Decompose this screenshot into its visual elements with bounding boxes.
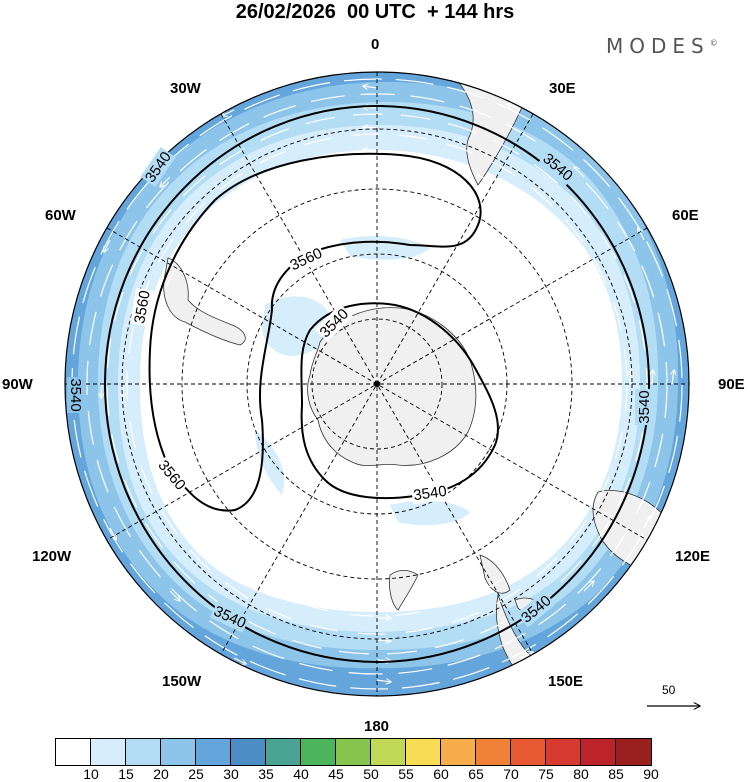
colorbar-label: 85 — [608, 766, 624, 782]
colorbar-label: 15 — [118, 766, 134, 782]
colorbar-swatch — [126, 739, 161, 765]
colorbar-label: 30 — [223, 766, 239, 782]
lon-label-0: 0 — [371, 36, 380, 53]
lon-label-150w: 150W — [162, 673, 202, 690]
colorbar-swatch — [161, 739, 196, 765]
colorbar-swatch — [581, 739, 616, 765]
colorbar-label: 50 — [363, 766, 379, 782]
contour-3560-loop — [148, 152, 482, 512]
lon-label-180: 180 — [364, 718, 390, 735]
colorbar-swatch — [476, 739, 511, 765]
colorbar-label: 90 — [643, 766, 659, 782]
lon-label-90e: 90E — [718, 376, 745, 393]
colorbar-swatch — [336, 739, 371, 765]
lon-label-30e: 30E — [549, 80, 576, 97]
south-pole-dot — [374, 381, 380, 387]
contour-label: 3540 — [412, 483, 447, 504]
lon-label-90w: 90W — [2, 376, 33, 393]
colorbar — [55, 738, 652, 766]
colorbar-label: 35 — [258, 766, 274, 782]
colorbar-swatch — [371, 739, 406, 765]
map-boundary — [64, 71, 690, 697]
colorbar-swatch — [301, 739, 336, 765]
colorbar-label: 80 — [573, 766, 589, 782]
colorbar-label: 40 — [293, 766, 309, 782]
colorbar-swatch — [441, 739, 476, 765]
colorbar-label: 25 — [188, 766, 204, 782]
colorbar-label: 75 — [538, 766, 554, 782]
contour-label: 3560 — [131, 289, 154, 325]
colorbar-swatch — [511, 739, 546, 765]
contour-label: 3540 — [67, 378, 84, 411]
modes-logo: MODES© — [606, 34, 718, 58]
lon-label-60e: 60E — [672, 207, 699, 224]
contour-3540-inner — [300, 302, 500, 500]
contour-3540-outer — [104, 105, 650, 663]
colorbar-swatch — [406, 739, 441, 765]
colorbar-swatch — [266, 739, 301, 765]
height-contours — [104, 105, 650, 663]
lon-label-60w: 60W — [45, 207, 76, 224]
colorbar-label: 45 — [328, 766, 344, 782]
contour-label: 3540 — [636, 390, 653, 423]
colorbar-swatch — [91, 739, 126, 765]
colorbar-label: 70 — [503, 766, 519, 782]
colorbar-label: 65 — [468, 766, 484, 782]
lon-label-120e: 120E — [675, 548, 711, 565]
colorbar-swatch — [546, 739, 581, 765]
lon-label-30w: 30W — [170, 80, 201, 97]
lon-label-150e: 150E — [548, 673, 584, 690]
lon-label-120w: 120W — [32, 548, 72, 565]
colorbar-swatch — [56, 739, 91, 765]
colorbar-label: 60 — [433, 766, 449, 782]
map-title: 26/02/2026 00 UTC + 144 hrs — [235, 1, 515, 23]
reference-vector-label: 50 — [662, 683, 676, 697]
colorbar-label: 10 — [83, 766, 99, 782]
colorbar-swatch — [196, 739, 231, 765]
colorbar-swatch — [231, 739, 266, 765]
colorbar-label: 55 — [398, 766, 414, 782]
colorbar-swatch — [616, 739, 651, 765]
polar-map: 3540 3540 3540 3540 3540 3540 3560 3560 … — [64, 71, 750, 730]
colorbar-label: 20 — [153, 766, 169, 782]
